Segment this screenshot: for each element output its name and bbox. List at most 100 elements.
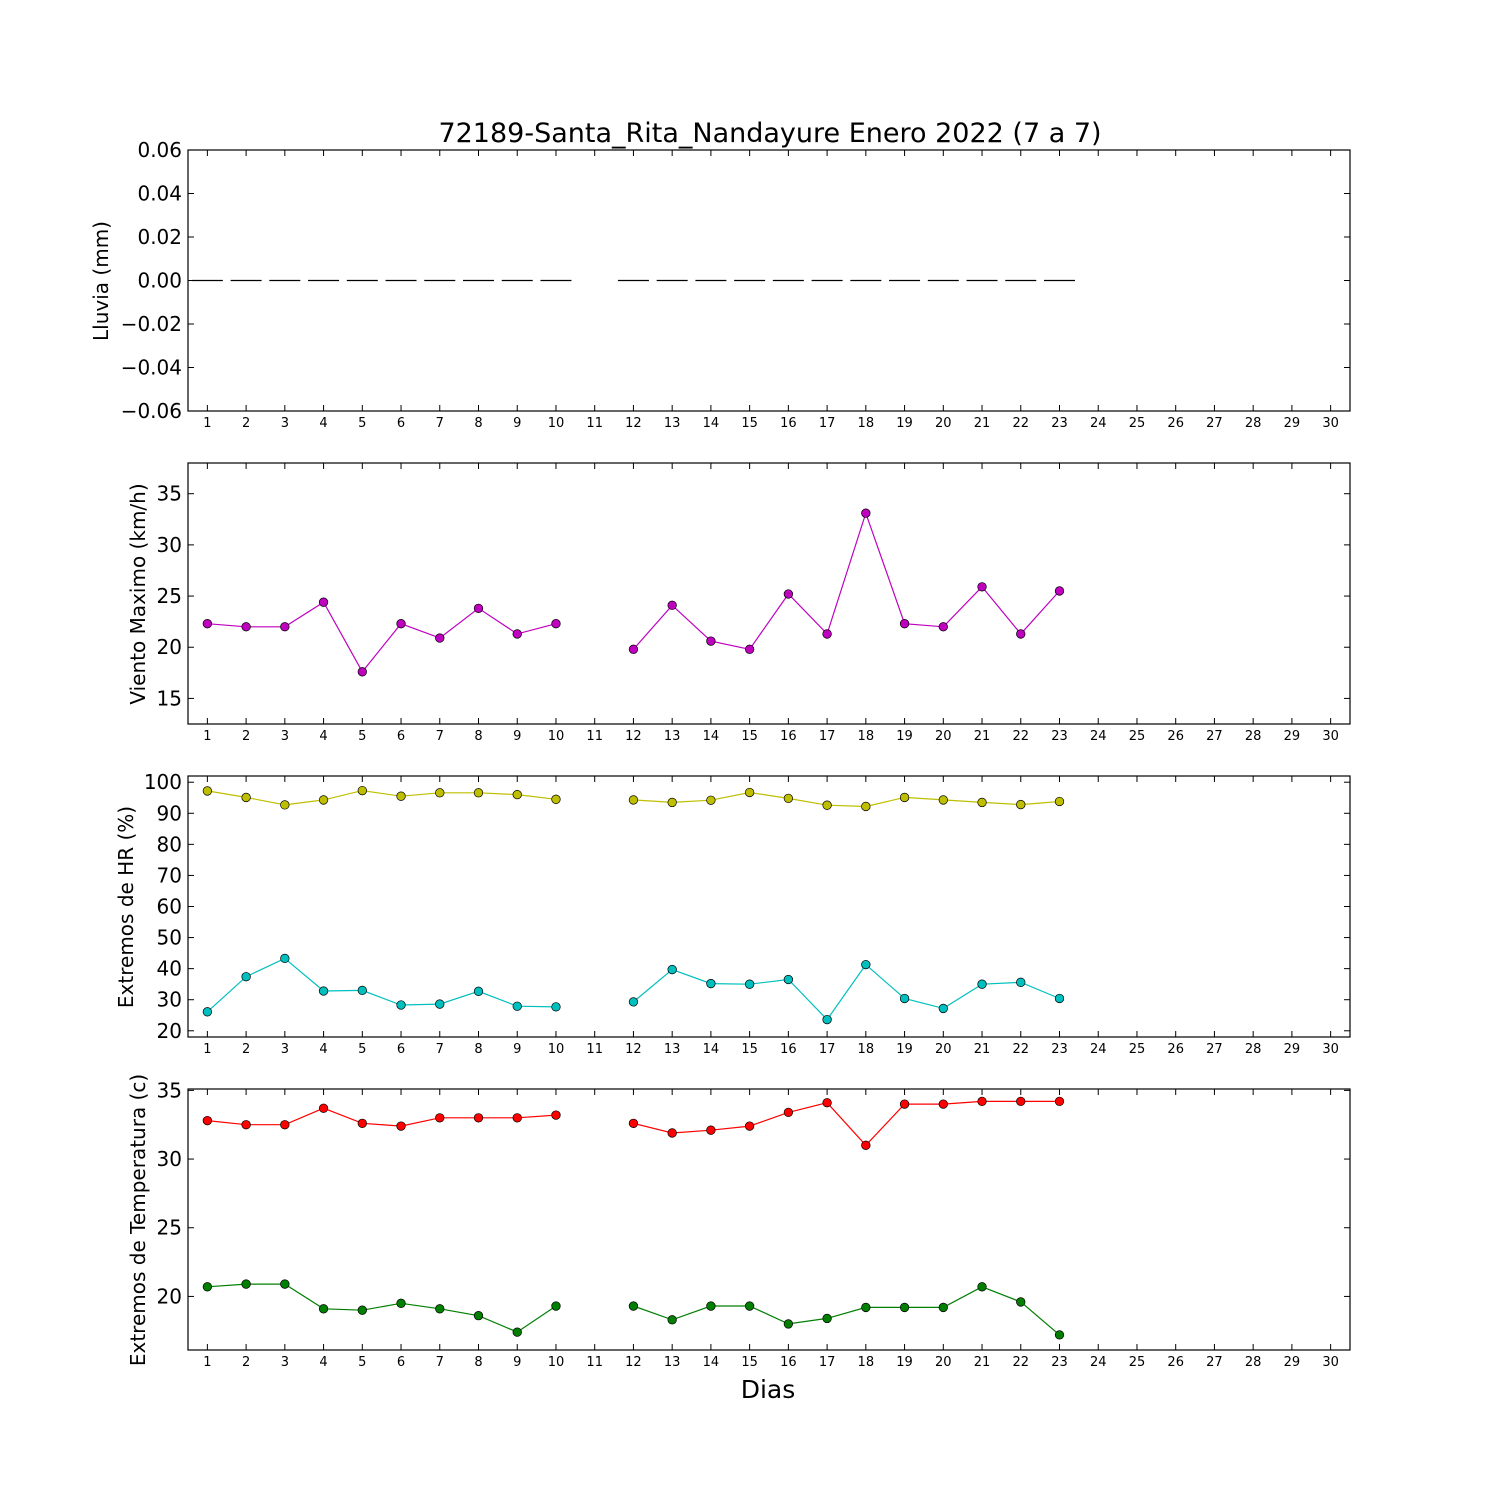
wind-series-0-point xyxy=(473,603,484,613)
rain-xtick-label: 3 xyxy=(281,416,289,431)
humidity-ytick-label: 60 xyxy=(157,895,182,919)
temperature-xtick-label: 28 xyxy=(1245,1355,1262,1370)
temperature-series-0-point xyxy=(473,1113,484,1123)
rain-xtick-label: 25 xyxy=(1129,416,1146,431)
wind-xtick-label: 5 xyxy=(358,729,366,744)
rain-xtick-label: 27 xyxy=(1206,416,1223,431)
rain-xtick-label: 18 xyxy=(858,416,875,431)
wind-series-0-point xyxy=(241,622,251,632)
humidity-xtick-label: 5 xyxy=(358,1042,366,1057)
wind-series-0-point xyxy=(667,600,677,610)
rain-xtick-label: 22 xyxy=(1012,416,1029,431)
wind-series-0-point xyxy=(861,508,871,518)
temperature-xtick-label: 24 xyxy=(1090,1355,1107,1370)
rain-ytick-label: −0.04 xyxy=(121,356,182,380)
wind-xtick-label: 17 xyxy=(819,729,836,744)
temperature-series-0-point xyxy=(822,1098,832,1108)
wind-xtick-label: 1 xyxy=(203,729,211,744)
figure-title: 72189-Santa_Rita_Nandayure Enero 2022 (7… xyxy=(438,118,1101,149)
temperature-xtick-label: 17 xyxy=(819,1355,836,1370)
wind-xtick-label: 10 xyxy=(548,729,565,744)
humidity-xtick-label: 13 xyxy=(664,1042,681,1057)
humidity-xtick-label: 7 xyxy=(436,1042,444,1057)
temperature-xtick-label: 18 xyxy=(858,1355,875,1370)
wind-series-0-point xyxy=(512,629,522,639)
wind-xtick-label: 9 xyxy=(513,729,521,744)
temperature-series-0-point xyxy=(241,1120,251,1130)
humidity-xtick-label: 16 xyxy=(780,1042,797,1057)
temperature-series-0-line xyxy=(207,1107,557,1127)
rain-xtick-label: 14 xyxy=(703,416,720,431)
rain-xtick-label: 17 xyxy=(819,416,836,431)
humidity-series-1-point xyxy=(744,979,755,989)
rain-xtick-label: 4 xyxy=(319,416,327,431)
rain-plot: 0.060.040.020.00−0.02−0.04−0.061 2 3 4 5 6 7 8 9… xyxy=(121,138,1351,431)
wind-xtick-label: 4 xyxy=(319,729,327,744)
rain-xtick-label: 16 xyxy=(780,416,797,431)
wind-xtick-label: 22 xyxy=(1012,729,1029,744)
humidity-xtick-label: 3 xyxy=(281,1042,289,1057)
humidity-series-0-point xyxy=(744,787,755,798)
rain-xtick-label: 26 xyxy=(1167,416,1184,431)
temperature-series-1-point xyxy=(706,1301,716,1311)
temperature-xtick-label: 20 xyxy=(935,1355,952,1370)
humidity-series-1-point xyxy=(628,997,639,1007)
wind-ylabel: Viento Maximo (km/h) xyxy=(126,483,150,704)
temperature-series-0-point xyxy=(551,1110,561,1120)
temperature-series-1-point xyxy=(744,1301,755,1311)
temperature-xtick-label: 1 xyxy=(203,1355,211,1370)
wind-series-0-point xyxy=(318,597,329,607)
rain-xtick-label: 19 xyxy=(896,416,913,431)
wind-xtick-label: 25 xyxy=(1129,729,1146,744)
humidity-ytick-label: 100 xyxy=(144,770,182,794)
humidity-series-0-point xyxy=(202,786,213,796)
humidity-series-0-point xyxy=(783,793,794,804)
temperature-xtick-label: 8 xyxy=(474,1355,482,1370)
temperature-series-0-point xyxy=(861,1140,871,1150)
rain-ytick-label: 0.00 xyxy=(137,269,182,293)
temperature-series-1-point xyxy=(280,1279,290,1289)
temperature-series-1-point xyxy=(861,1302,871,1313)
humidity-series-1-point xyxy=(1054,993,1065,1004)
humidity-series-1-point xyxy=(473,986,484,996)
wind-xtick-label: 8 xyxy=(474,729,482,744)
temperature-xtick-label: 16 xyxy=(780,1355,797,1370)
temperature-xtick-label: 25 xyxy=(1129,1355,1146,1370)
temperature-series-0-point xyxy=(667,1128,677,1138)
rain-ytick-label: −0.06 xyxy=(121,399,182,423)
humidity-series-1-point xyxy=(667,964,677,975)
temperature-series-1-point xyxy=(822,1313,832,1324)
temperature-series-1-point xyxy=(512,1327,522,1337)
temperature-xtick-label: 13 xyxy=(664,1355,681,1370)
temperature-series-0-point xyxy=(435,1113,445,1123)
humidity-series-0-point xyxy=(241,792,251,803)
temperature-ytick-label: 30 xyxy=(157,1147,182,1171)
temperature-series-1-point xyxy=(435,1304,445,1314)
humidity-series-0-point xyxy=(1054,796,1065,807)
wind-series-0-point xyxy=(435,633,445,643)
temperature-series-1-point xyxy=(667,1315,677,1325)
temperature-xtick-label: 11 xyxy=(586,1355,603,1370)
humidity-xtick-label: 2 xyxy=(242,1042,250,1057)
humidity-ytick-label: 50 xyxy=(157,926,182,950)
temperature-xtick-label: 9 xyxy=(513,1355,521,1370)
rain-ytick-label: 0.06 xyxy=(137,138,182,162)
humidity-series-0-point xyxy=(822,800,832,810)
humidity-series-0-point xyxy=(628,795,639,805)
humidity-xtick-label: 23 xyxy=(1051,1042,1068,1057)
humidity-ytick-label: 90 xyxy=(157,801,182,825)
temperature-xtick-label: 14 xyxy=(703,1355,720,1370)
humidity-series-0-point xyxy=(977,797,987,808)
humidity-xtick-label: 18 xyxy=(858,1042,875,1057)
wind-ytick-label: 15 xyxy=(157,686,182,710)
rain-ytick-label: 0.02 xyxy=(137,225,182,249)
temperature-series-0-line xyxy=(633,1100,1060,1147)
temperature-xtick-label: 10 xyxy=(548,1355,565,1370)
wind-series-0-point xyxy=(357,667,367,677)
temperature-xtick-label: 26 xyxy=(1167,1355,1184,1370)
